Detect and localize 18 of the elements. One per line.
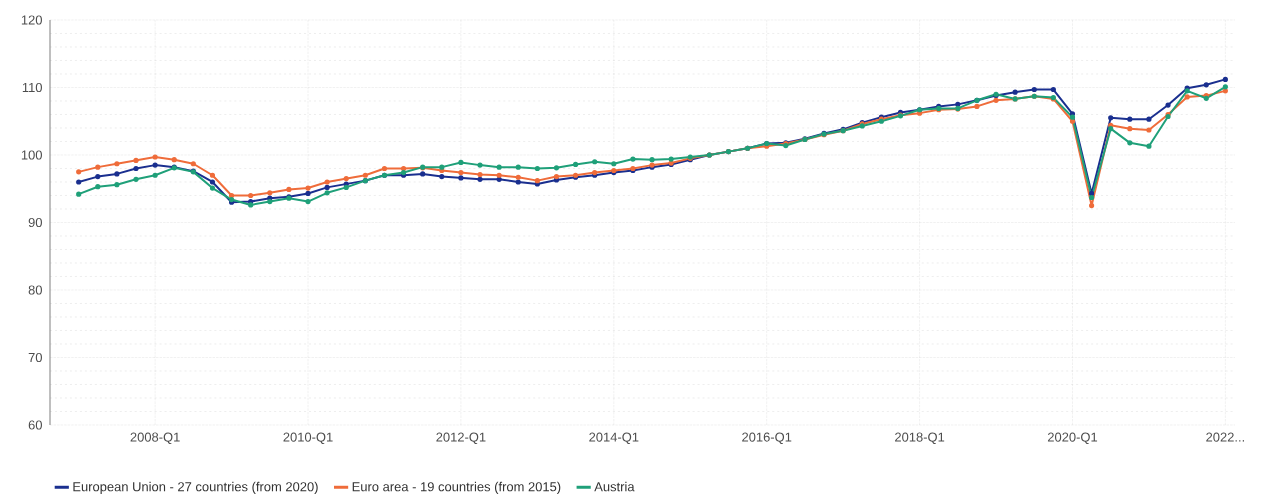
x-tick-label: 2020-Q1: [1047, 432, 1098, 444]
y-tick-label: 90: [28, 217, 42, 228]
y-tick-label: 100: [21, 150, 42, 160]
x-tick-label: 2012-Q1: [436, 432, 486, 444]
x-tick-label: 2022...: [1206, 432, 1244, 442]
x-tick-label: 2008-Q1: [130, 432, 180, 444]
x-tick-label: 2018-Q1: [895, 432, 945, 444]
y-tick-label: 110: [22, 82, 42, 93]
y-tick-label: 120: [21, 15, 42, 25]
x-tick-label: 2010-Q1: [283, 432, 333, 444]
legend-label: Euro area - 19 countries (from 2015): [352, 481, 561, 494]
x-tick-label: 2014-Q1: [589, 432, 639, 444]
legend-label: Austria: [594, 481, 635, 492]
y-tick-label: 80: [28, 285, 42, 295]
y-tick-label: 70: [28, 352, 42, 363]
y-tick-label: 60: [28, 420, 42, 430]
legend-label: European Union - 27 countries (from 2020): [73, 481, 318, 494]
x-tick-label: 2016-Q1: [742, 432, 792, 444]
